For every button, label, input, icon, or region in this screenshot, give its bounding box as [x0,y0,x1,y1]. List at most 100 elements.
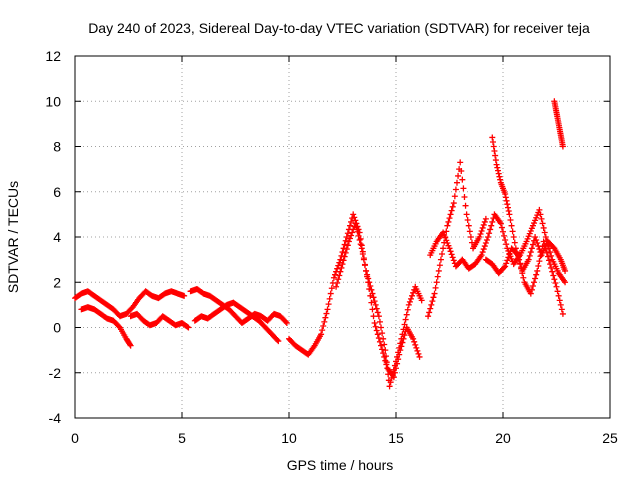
data-point [336,272,343,279]
data-point [416,353,423,360]
data-point [506,211,513,218]
data-point [539,220,546,227]
chart-title: Day 240 of 2023, Sidereal Day-to-day VTE… [88,20,590,36]
data-point [371,298,378,305]
data-point [439,250,446,257]
data-point [386,383,393,390]
data-point [516,256,523,263]
data-point [391,369,398,376]
data-point [538,215,545,222]
data-point [467,234,474,240]
data-point [508,222,515,229]
y-tick-label: 10 [45,93,61,109]
data-point [440,245,447,252]
data-point [528,286,535,293]
series-2 [78,304,134,349]
data-point [409,292,416,299]
data-point [460,185,467,192]
data-point [446,215,453,222]
data-point [507,217,514,224]
data-point [323,310,330,317]
data-point [427,305,434,312]
y-tick-label: 4 [53,229,61,245]
data-point [559,310,566,317]
data-point [503,241,510,248]
data-point [404,306,411,313]
data-point [359,250,366,257]
data-point [546,257,553,264]
data-point [400,335,407,342]
data-point [501,232,508,239]
data-point [497,220,504,227]
data-point [353,224,360,231]
data-point [443,228,450,235]
data-point [481,243,488,250]
data-points [72,98,569,390]
data-point [372,301,379,308]
data-point [492,157,499,164]
data-point [466,228,473,235]
data-point [380,350,387,357]
data-point [366,286,373,293]
x-tick-labels: 0 5 10 15 20 25 [71,430,618,446]
data-point [399,339,406,346]
data-point [335,262,342,269]
data-point [480,221,487,228]
data-point [511,239,518,246]
data-point [476,234,483,240]
data-point [343,234,350,240]
data-point [326,295,333,302]
data-point [348,218,355,225]
data-point [486,230,493,237]
data-point [548,252,555,259]
data-point [465,222,472,229]
data-point [369,306,376,313]
data-point [337,256,344,263]
data-point [448,207,455,214]
data-point [356,237,363,244]
data-point [372,323,379,330]
y-axis-label: SDTVAR / TECUs [5,181,21,293]
data-point [348,232,355,239]
data-point [446,245,453,252]
data-point [363,267,370,274]
data-point [379,346,386,353]
data-point [490,143,497,150]
data-point [510,234,517,240]
data-point [401,321,408,328]
data-point [509,228,516,235]
data-point [495,167,502,174]
data-point [402,316,409,323]
data-point [453,179,460,186]
y-tick-label: -4 [49,410,62,426]
data-point [534,240,541,247]
data-point [505,207,512,214]
data-point [380,335,387,342]
series-10 [489,134,569,274]
data-point [517,261,524,268]
data-point [368,299,375,306]
data-point [344,242,351,249]
data-point [541,242,548,249]
series-12 [551,98,566,150]
data-point [390,374,397,381]
data-point [504,204,511,211]
data-point [336,259,343,266]
data-point [529,241,536,248]
data-point [504,201,511,208]
data-point [532,275,539,282]
data-point [525,256,532,263]
y-tick-label: 6 [53,184,61,200]
data-point [371,319,378,326]
data-point [283,319,290,326]
data-point [554,288,561,295]
data-point [514,252,521,259]
data-point [520,274,527,281]
data-point [337,268,344,275]
data-point [547,249,554,256]
data-point [489,218,496,225]
data-point [374,309,381,316]
data-point [426,309,433,316]
data-point [533,237,540,244]
data-point [412,341,419,348]
